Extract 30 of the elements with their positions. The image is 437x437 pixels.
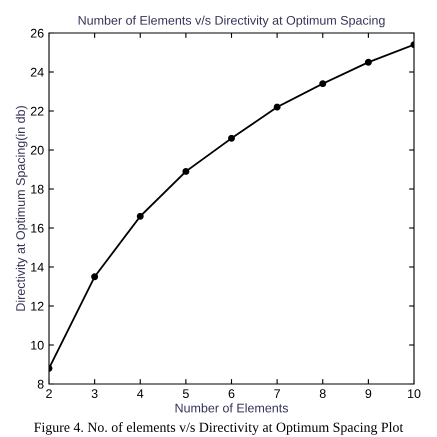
y-tick-label: 20 (30, 146, 44, 155)
x-tick-label: 7 (274, 389, 280, 398)
y-tick-label: 22 (30, 106, 44, 116)
x-tick-label: 9 (365, 389, 372, 398)
x-tick-label: 2 (46, 389, 52, 398)
point (136, 212, 144, 220)
x-tick-label: 6 (228, 389, 234, 398)
y-tick-label: 18 (31, 184, 44, 194)
point (364, 58, 372, 66)
y-tick-label: 10 (31, 340, 44, 350)
x-tick-label: 10 (408, 389, 420, 398)
x-tick-label: 4 (137, 389, 144, 398)
y-tick-label: 16 (31, 224, 44, 233)
point (182, 168, 190, 175)
chart-title: Number of Elements v/s Directivity at Optimum Spacing (78, 16, 385, 28)
point (228, 134, 235, 142)
y-tick-label: 12 (31, 302, 44, 311)
y-tick-label: 8 (38, 380, 44, 389)
point (319, 80, 326, 88)
y-axis-title: Directivity at Optimum Spacing(in db) (16, 106, 28, 311)
x-tick-label: 5 (182, 389, 189, 398)
caption: Figure 4. No. of elements v/s Directivity at Optimum Spacing Plot (34, 422, 404, 435)
y-tick-label: 14 (31, 262, 44, 272)
y-tick-label: 24 (30, 68, 44, 77)
y-tick-label: 26 (30, 28, 44, 38)
point (91, 273, 98, 280)
x-tick-label: 3 (92, 389, 98, 398)
x-tick-label: 8 (320, 389, 326, 398)
x-axis-title: Number of Elements (176, 403, 288, 412)
point (274, 104, 281, 111)
